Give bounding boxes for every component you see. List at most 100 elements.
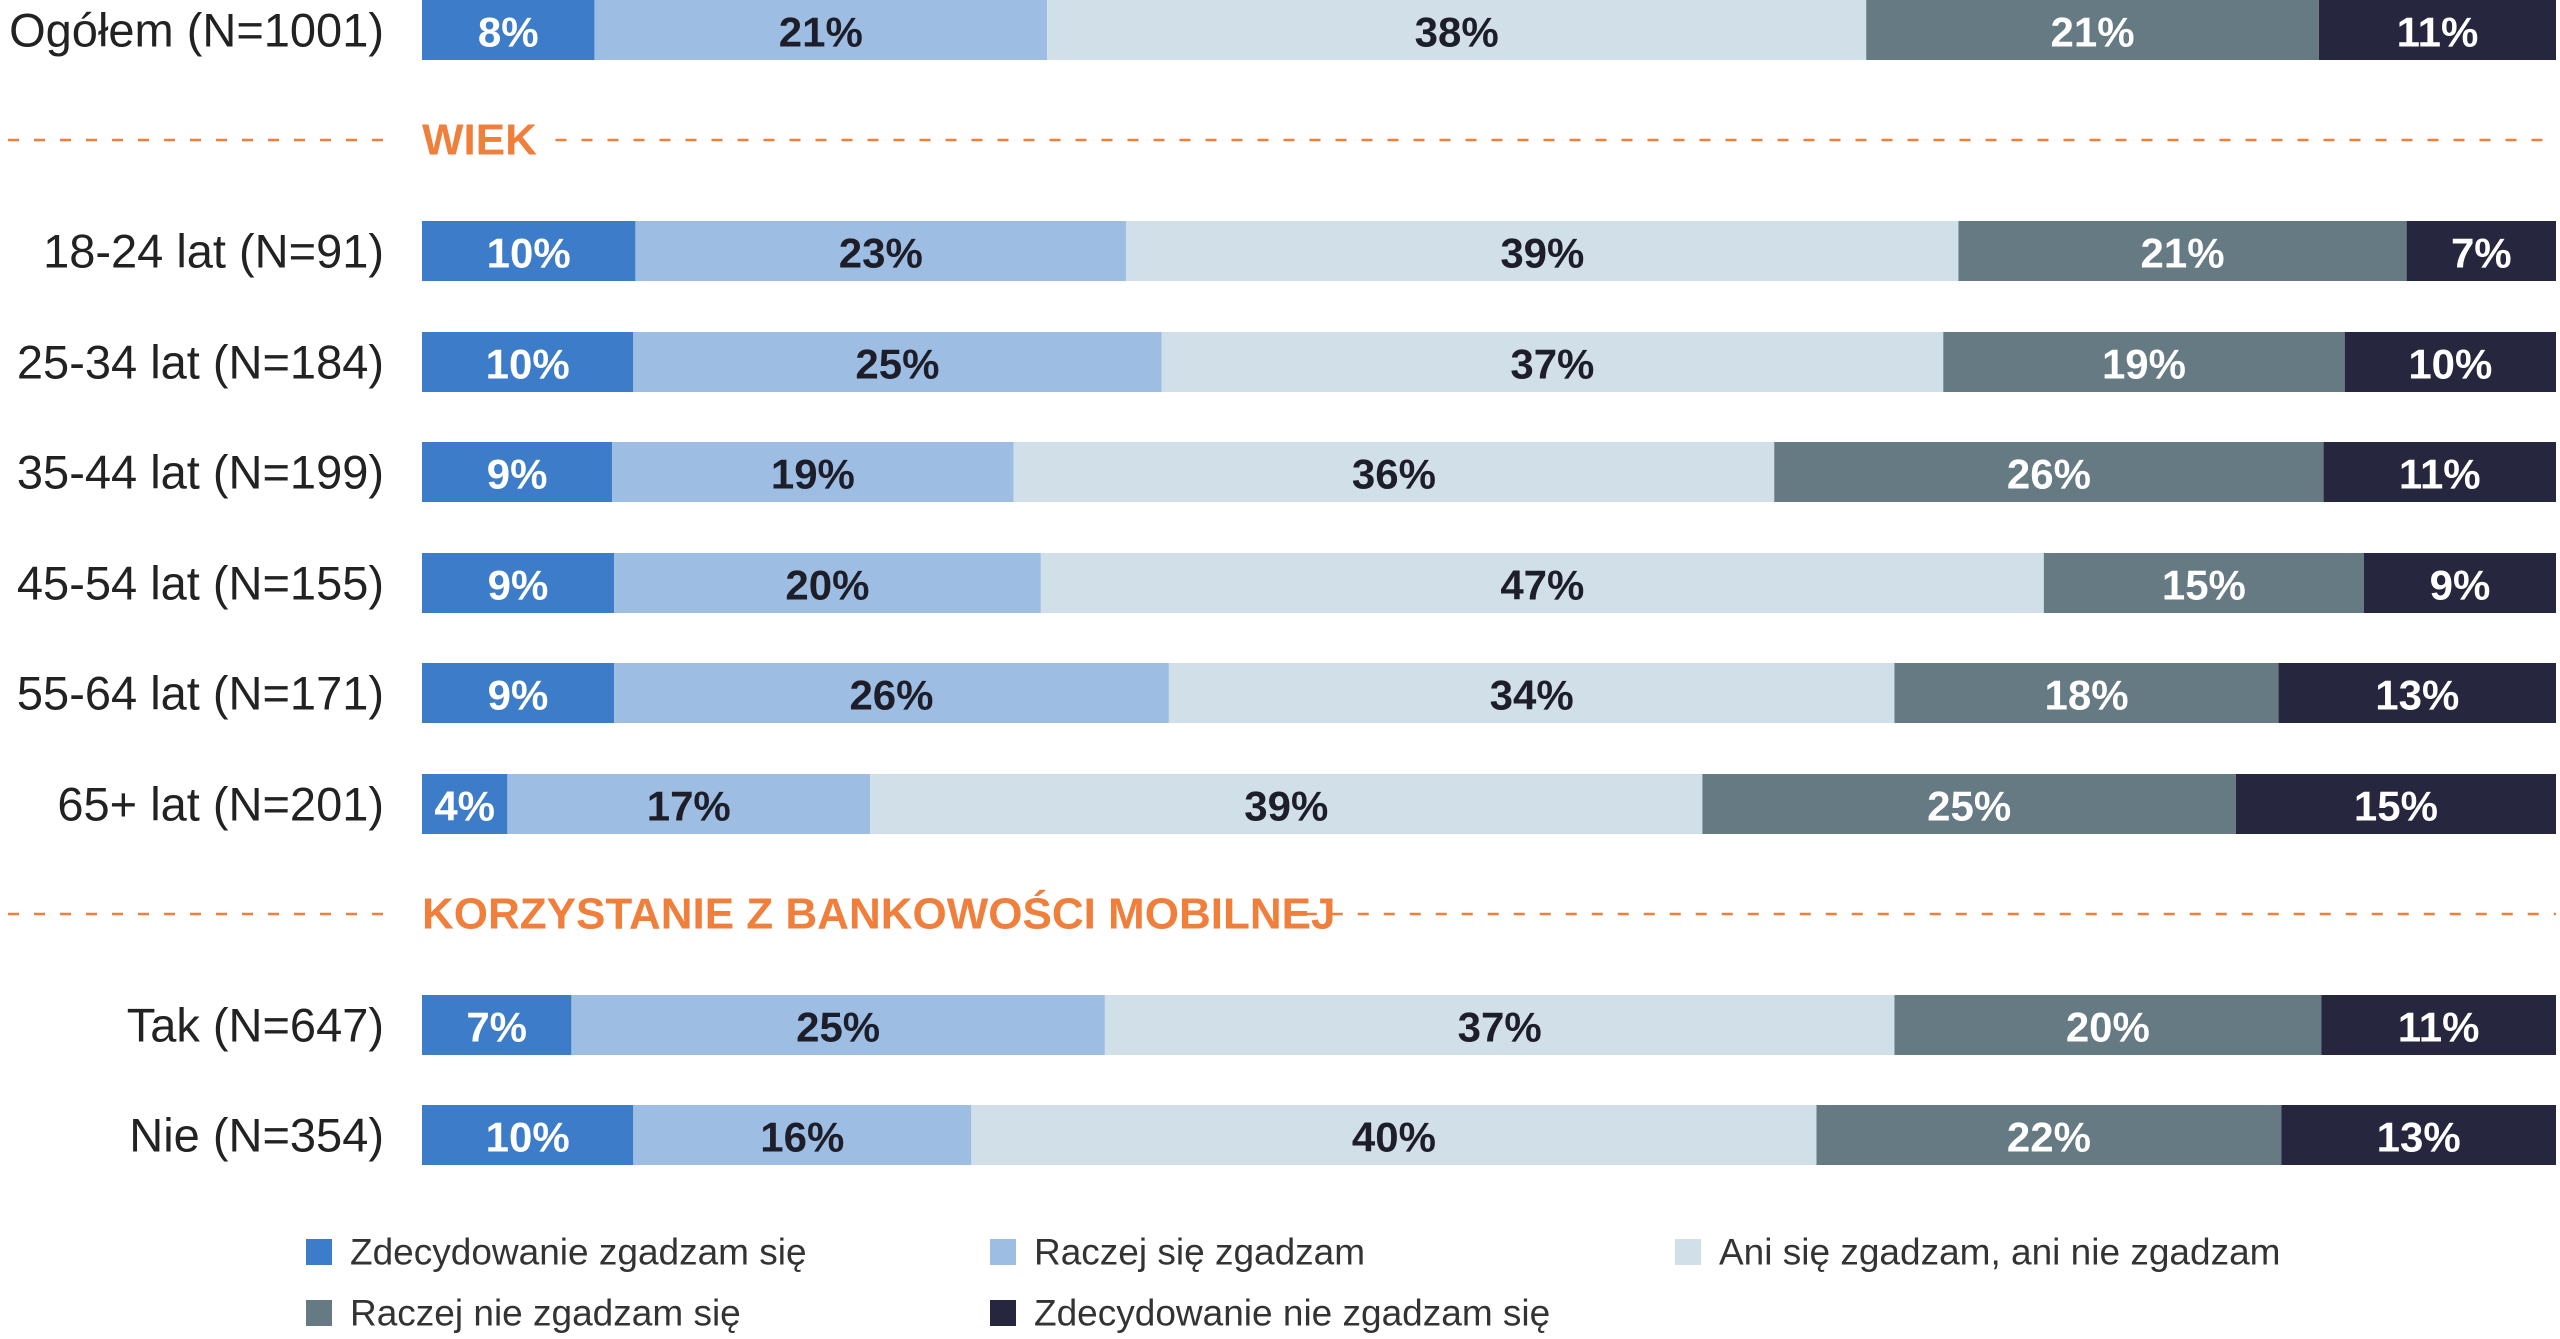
data-label: 9% [488,562,549,609]
row-label: 65+ lat (N=201) [57,778,384,831]
row-label: Ogółem (N=1001) [9,4,384,57]
bar-segment [1866,0,2319,60]
chart-legend: Zdecydowanie zgadzam się Raczej się zgadz… [306,1232,2280,1334]
data-label: 37% [1510,341,1594,388]
bar-segment [2043,553,2364,613]
chart-rows: Ogółem (N=1001) 8% 21% 38% 21% 11% WIEK 18-24 l… [8,0,2556,1165]
legend-swatch [1675,1239,1701,1265]
bar-segment [1013,442,1775,502]
data-label: 25% [1927,783,2011,830]
data-label: 9% [2430,562,2491,609]
data-label: 20% [2066,1004,2150,1051]
bar-segment [422,1105,634,1165]
data-label: 19% [2102,341,2186,388]
data-label: 7% [2451,230,2512,277]
data-label: 19% [771,451,855,498]
bar-segment [1161,332,1944,392]
row-label: 55-64 lat (N=171) [17,667,384,720]
bar-segment [1958,221,2407,281]
row-label: Tak (N=647) [127,999,384,1052]
bar-segment [971,1105,1817,1165]
data-label: 15% [2354,783,2438,830]
data-label: 21% [2141,230,2225,277]
data-label: 20% [785,562,869,609]
bar-segment [2323,442,2556,502]
row-label: 18-24 lat (N=91) [43,225,384,278]
data-label: 10% [2408,341,2492,388]
bar-segment [1894,663,2279,723]
bar-segment [422,221,636,281]
data-label: 11% [2399,451,2481,498]
data-label: 4% [434,783,495,830]
bar-segment [507,774,871,834]
bar-segment [571,995,1105,1055]
data-label: 11% [2398,1004,2480,1051]
bar-segment [422,553,615,613]
data-label: 18% [2044,672,2128,719]
bar-segment [1126,221,1959,281]
data-label: 25% [796,1004,880,1051]
bar-segment [2235,774,2556,834]
row-label: 45-54 lat (N=155) [17,557,384,610]
data-label: 40% [1352,1114,1436,1161]
bar-segment [1816,1105,2282,1165]
row-label: Nie (N=354) [129,1109,384,1162]
bar-segment [1943,332,2345,392]
data-label: 37% [1458,1004,1542,1051]
data-label: 9% [487,451,548,498]
bar-segment [633,332,1162,392]
data-label: 22% [2007,1114,2091,1161]
bar-segment [612,442,1014,502]
data-label: 13% [2375,672,2459,719]
legend-label: Zdecydowanie nie zgadzam się [1034,1293,1550,1334]
legend-label: Raczej się zgadzam [1034,1232,1365,1273]
data-label: 39% [1244,783,1328,830]
data-label: 8% [478,9,539,56]
legend-label: Raczej nie zgadzam się [350,1293,741,1334]
bar-segment [633,1105,972,1165]
data-label: 7% [466,1004,527,1051]
bar-segment [2281,1105,2556,1165]
data-label: 21% [2051,9,2135,56]
bar-segment [1894,995,2322,1055]
data-label: 21% [779,9,863,56]
section-title: WIEK [422,116,537,165]
section-title: KORZYSTANIE Z BANKOWOŚCI MOBILNEJ [422,889,1335,939]
bar-segment [2321,995,2556,1055]
data-label: 25% [855,341,939,388]
bar-segment [422,332,634,392]
bar-segment [422,0,595,60]
data-label: 13% [2377,1114,2461,1161]
legend-swatch [990,1239,1016,1265]
bar-segment [422,995,572,1055]
data-label: 39% [1500,230,1584,277]
data-label: 38% [1415,9,1499,56]
data-label: 26% [849,672,933,719]
data-label: 47% [1500,562,1584,609]
bar-segment [2406,221,2556,281]
data-label: 10% [486,1114,570,1161]
bar-segment [422,442,613,502]
bar-segment [1047,0,1867,60]
bar-segment [1040,553,2044,613]
row-label: 25-34 lat (N=184) [17,336,384,389]
bar-segment [1168,663,1895,723]
data-label: 34% [1490,672,1574,719]
data-label: 16% [760,1114,844,1161]
bar-segment [1774,442,2324,502]
legend-swatch [990,1300,1016,1326]
bar-segment [2318,0,2556,60]
bar-segment [635,221,1127,281]
data-label: 17% [647,783,731,830]
bar-segment [1104,995,1895,1055]
bar-segment [422,663,615,723]
legend-swatch [306,1239,332,1265]
legend-label: Zdecydowanie zgadzam się [350,1232,807,1273]
legend-swatch [306,1300,332,1326]
data-label: 26% [2007,451,2091,498]
data-label: 15% [2162,562,2246,609]
bar-segment [870,774,1703,834]
data-label: 11% [2397,9,2479,56]
bar-segment [2344,332,2556,392]
